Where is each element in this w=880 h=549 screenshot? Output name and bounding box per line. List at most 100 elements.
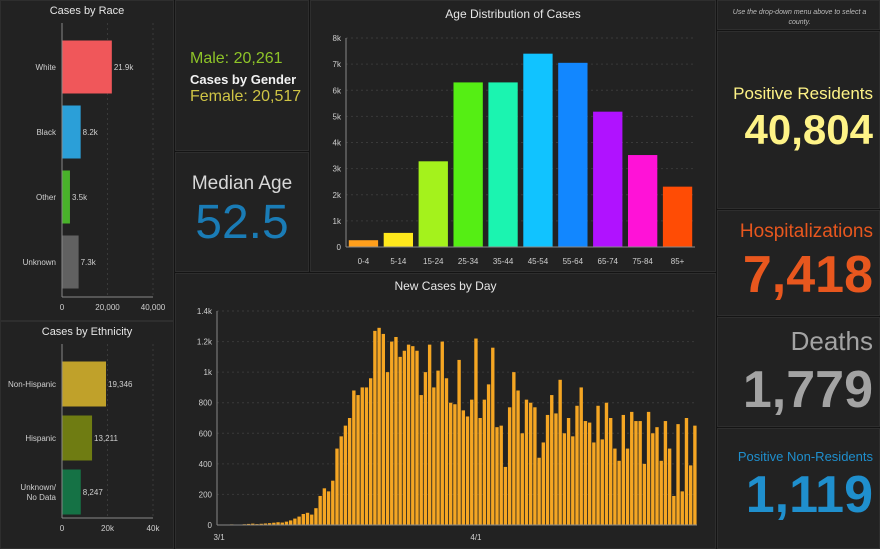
bar <box>613 448 617 525</box>
bar <box>394 336 398 525</box>
x-tick-label: 40,000 <box>141 303 166 312</box>
bar <box>642 463 647 525</box>
bar <box>482 399 487 525</box>
x-tick-label: 20,000 <box>95 303 120 312</box>
bar <box>663 421 668 525</box>
y-tick-label: 4k <box>333 139 342 148</box>
bar <box>680 491 684 525</box>
bar <box>693 425 697 525</box>
y-tick-label: 1.4k <box>197 307 213 316</box>
y-tick-label: 3k <box>333 165 342 174</box>
x-category-label: 75-84 <box>632 257 653 266</box>
bar <box>318 495 322 525</box>
bar <box>398 356 402 525</box>
y-tick-label: 2k <box>333 191 342 200</box>
bar <box>280 522 284 525</box>
y-tick-label: 1k <box>204 368 213 377</box>
bar-data-label: 7.3k <box>81 258 97 267</box>
bar <box>600 439 604 525</box>
bar <box>457 359 461 525</box>
y-tick-label: 400 <box>199 460 213 469</box>
bar <box>411 346 415 525</box>
bar <box>672 495 676 525</box>
bar <box>418 161 448 247</box>
daily-panel: New Cases by Day 0 200 400 600 800 1k 1.2k 1.4k… <box>175 273 716 549</box>
y-tick-label: 6k <box>333 86 342 95</box>
bar <box>541 442 545 525</box>
bar <box>676 424 680 525</box>
positive-residents-value: 40,804 <box>744 106 873 153</box>
bar <box>390 341 394 525</box>
bar <box>516 390 520 525</box>
gender-label: Cases by Gender <box>190 72 297 87</box>
x-category-label: 65-74 <box>598 257 619 266</box>
race-chart-title: Cases by Race <box>49 5 125 17</box>
bar <box>646 411 651 525</box>
race-chart: 0 20,000 40,000 21.9k White 8.2k Black 3.5k Othe… <box>23 23 166 312</box>
x-tick-label: 0 <box>60 303 65 312</box>
bar <box>503 466 508 525</box>
bar <box>297 516 301 525</box>
bar <box>360 387 364 525</box>
bar <box>625 448 630 525</box>
y-tick-label: 200 <box>199 490 213 499</box>
bar <box>263 523 268 525</box>
bar <box>651 433 655 525</box>
bar <box>415 350 419 525</box>
bar <box>638 421 642 525</box>
category-label: White <box>36 63 57 72</box>
bar <box>609 418 613 525</box>
bar <box>419 395 423 525</box>
bar <box>402 350 407 525</box>
bar <box>621 414 625 525</box>
bar-data-label: 3.5k <box>72 193 88 202</box>
x-category-label: 15-24 <box>423 257 444 266</box>
y-tick-label: 5k <box>333 112 342 121</box>
bar <box>634 421 638 525</box>
bar <box>604 402 609 525</box>
bar <box>449 402 453 525</box>
bar <box>276 522 280 525</box>
non-residents-value: 1,119 <box>745 466 873 524</box>
bar <box>689 465 693 525</box>
age-chart: 0 1k 2k 3k 4k 5k 6k 7k 8k 0-4 5-14 15-24 25-34 35-44 4… <box>333 34 695 266</box>
bar <box>356 395 360 525</box>
bar <box>566 418 571 525</box>
bar <box>537 457 541 525</box>
bar <box>62 40 112 94</box>
x-tick-label: 40k <box>147 524 161 533</box>
hospitalizations-value: 7,418 <box>742 246 873 304</box>
age-chart-title: Age Distribution of Cases <box>445 7 581 21</box>
bar <box>592 442 596 525</box>
bar-data-label: 13,211 <box>94 434 118 443</box>
x-category-label: 85+ <box>671 257 685 266</box>
bar <box>339 436 343 525</box>
bar <box>267 523 272 525</box>
daily-chart-title: New Cases by Day <box>394 279 497 293</box>
deaths-label: Deaths <box>790 326 873 356</box>
y-tick-label: 7k <box>333 60 342 69</box>
bar-data-label: 19,346 <box>108 380 133 389</box>
race-panel: Cases by Race 0 20,000 40,000 21.9k White 8.2… <box>0 0 174 321</box>
x-category-label: 55-64 <box>563 257 584 266</box>
x-tick-label: 4/1 <box>470 533 482 542</box>
bar-data-label: 8.2k <box>83 128 99 137</box>
bar <box>440 341 444 525</box>
hospitalizations-label: Hospitalizations <box>739 221 873 242</box>
category-label: Black <box>36 128 57 137</box>
gender-panel: Male: 20,261 Cases by Gender Female: 20,… <box>175 0 309 151</box>
bar <box>251 523 255 525</box>
x-category-label: 35-44 <box>493 257 514 266</box>
bar <box>259 523 263 525</box>
y-tick-label: 8k <box>333 34 342 43</box>
positive-residents-panel: Positive Residents 40,804 <box>717 31 880 209</box>
bar <box>470 399 474 525</box>
bar <box>571 436 575 525</box>
bar <box>520 433 524 525</box>
deaths-panel: Deaths 1,779 <box>717 317 880 427</box>
deaths-value: 1,779 <box>742 361 873 419</box>
bar <box>684 418 689 525</box>
hospitalizations-panel: Hospitalizations 7,418 <box>717 210 880 316</box>
bar <box>385 372 390 525</box>
y-tick-label: 1k <box>333 217 342 226</box>
